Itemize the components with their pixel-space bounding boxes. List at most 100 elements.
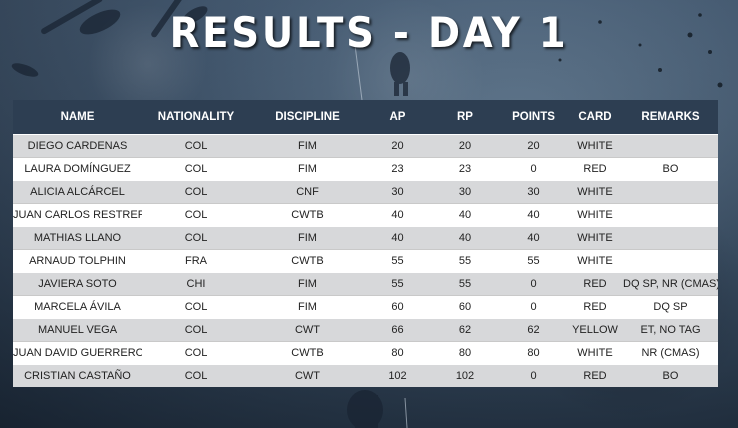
cell-ap: 66 <box>365 318 430 342</box>
cell-card: WHITE <box>567 203 623 227</box>
cell-rp: 40 <box>430 203 500 227</box>
cell-ap: 55 <box>365 272 430 296</box>
cell-remarks: BO <box>623 157 718 181</box>
cell-points: 80 <box>500 341 567 365</box>
cell-remarks: NR (CMAS) <box>623 341 718 365</box>
cell-name: CRISTIAN CASTAÑO <box>13 364 142 387</box>
cell-name: JAVIERA SOTO <box>13 272 142 296</box>
cell-card: RED <box>567 272 623 296</box>
cell-remarks: BO <box>623 364 718 387</box>
cell-points: 0 <box>500 364 567 387</box>
cell-nationality: COL <box>142 341 250 365</box>
cell-remarks: DQ SP <box>623 295 718 319</box>
cell-card: WHITE <box>567 180 623 204</box>
cell-ap: 40 <box>365 203 430 227</box>
cell-nationality: COL <box>142 134 250 158</box>
cell-discipline: FIM <box>250 134 365 158</box>
cell-discipline: FIM <box>250 157 365 181</box>
cell-rp: 55 <box>430 272 500 296</box>
cell-card: WHITE <box>567 134 623 158</box>
cell-discipline: CWT <box>250 318 365 342</box>
cell-rp: 30 <box>430 180 500 204</box>
cell-points: 55 <box>500 249 567 273</box>
cell-discipline: CWT <box>250 364 365 387</box>
cell-remarks: DQ SP, NR (CMAS) <box>623 272 718 296</box>
cell-discipline: CNF <box>250 180 365 204</box>
cell-nationality: COL <box>142 226 250 250</box>
header-ap: AP <box>365 100 430 135</box>
cell-remarks <box>623 226 718 250</box>
cell-name: DIEGO CARDENAS <box>13 134 142 158</box>
cell-remarks <box>623 203 718 227</box>
cell-card: WHITE <box>567 226 623 250</box>
cell-discipline: FIM <box>250 272 365 296</box>
table-row: JUAN CARLOS RESTREPO COL CWTB 40 40 40 W… <box>13 203 718 227</box>
cell-card: RED <box>567 157 623 181</box>
cell-ap: 40 <box>365 226 430 250</box>
cell-card: RED <box>567 295 623 319</box>
cell-ap: 102 <box>365 364 430 387</box>
cell-discipline: CWTB <box>250 249 365 273</box>
cell-nationality: COL <box>142 318 250 342</box>
cell-nationality: FRA <box>142 249 250 273</box>
cell-remarks <box>623 249 718 273</box>
header-rp: RP <box>430 100 500 135</box>
header-discipline: DISCIPLINE <box>250 100 365 135</box>
cell-remarks <box>623 180 718 204</box>
cell-name: ARNAUD TOLPHIN <box>13 249 142 273</box>
cell-ap: 55 <box>365 249 430 273</box>
cell-points: 20 <box>500 134 567 158</box>
cell-points: 30 <box>500 180 567 204</box>
cell-rp: 102 <box>430 364 500 387</box>
table-row: CRISTIAN CASTAÑO COL CWT 102 102 0 RED B… <box>13 364 718 387</box>
cell-points: 0 <box>500 295 567 319</box>
cell-rp: 80 <box>430 341 500 365</box>
table-row: JAVIERA SOTO CHI FIM 55 55 0 RED DQ SP, … <box>13 272 718 296</box>
header-points: POINTS <box>500 100 567 135</box>
header-nationality: NATIONALITY <box>142 100 250 135</box>
table-row: DIEGO CARDENAS COL FIM 20 20 20 WHITE <box>13 134 718 158</box>
cell-rp: 60 <box>430 295 500 319</box>
header-card: CARD <box>567 100 623 135</box>
table-row: ARNAUD TOLPHIN FRA CWTB 55 55 55 WHITE <box>13 249 718 273</box>
cell-card: RED <box>567 364 623 387</box>
page-title: RESULTS - DAY 1 <box>169 8 569 57</box>
cell-name: MATHIAS LLANO <box>13 226 142 250</box>
cell-discipline: CWTB <box>250 203 365 227</box>
cell-name: LAURA DOMÍNGUEZ <box>13 157 142 181</box>
cell-discipline: FIM <box>250 226 365 250</box>
table-header-row: NAME NATIONALITY DISCIPLINE AP RP POINTS… <box>13 100 718 135</box>
cell-card: WHITE <box>567 249 623 273</box>
cell-rp: 20 <box>430 134 500 158</box>
cell-name: JUAN CARLOS RESTREPO <box>13 203 142 227</box>
cell-remarks <box>623 134 718 158</box>
cell-name: ALICIA ALCÁRCEL <box>13 180 142 204</box>
cell-rp: 40 <box>430 226 500 250</box>
table-row: ALICIA ALCÁRCEL COL CNF 30 30 30 WHITE <box>13 180 718 204</box>
table-row: JUAN DAVID GUERRERO COL CWTB 80 80 80 WH… <box>13 341 718 365</box>
cell-ap: 60 <box>365 295 430 319</box>
cell-nationality: COL <box>142 364 250 387</box>
header-remarks: REMARKS <box>623 100 718 135</box>
cell-points: 40 <box>500 203 567 227</box>
cell-name: JUAN DAVID GUERRERO <box>13 341 142 365</box>
cell-card: WHITE <box>567 341 623 365</box>
cell-ap: 30 <box>365 180 430 204</box>
cell-name: MANUEL VEGA <box>13 318 142 342</box>
header-name: NAME <box>13 100 142 135</box>
cell-nationality: COL <box>142 203 250 227</box>
table-row: MANUEL VEGA COL CWT 66 62 62 YELLOW ET, … <box>13 318 718 342</box>
cell-rp: 23 <box>430 157 500 181</box>
cell-nationality: COL <box>142 295 250 319</box>
cell-card: YELLOW <box>567 318 623 342</box>
results-table: NAME NATIONALITY DISCIPLINE AP RP POINTS… <box>13 100 718 387</box>
cell-points: 62 <box>500 318 567 342</box>
cell-rp: 62 <box>430 318 500 342</box>
cell-points: 0 <box>500 157 567 181</box>
cell-ap: 20 <box>365 134 430 158</box>
table-row: MARCELA ÁVILA COL FIM 60 60 0 RED DQ SP <box>13 295 718 319</box>
cell-discipline: FIM <box>250 295 365 319</box>
cell-points: 40 <box>500 226 567 250</box>
cell-nationality: CHI <box>142 272 250 296</box>
